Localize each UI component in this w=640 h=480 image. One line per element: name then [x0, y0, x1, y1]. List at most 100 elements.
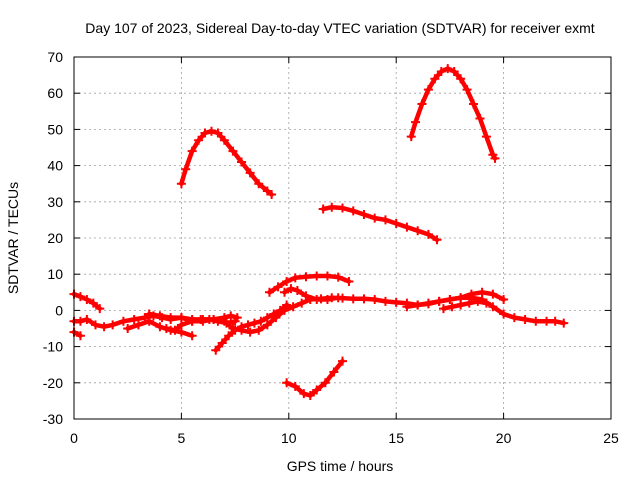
series-arc9: [69, 327, 85, 341]
data-point: [348, 206, 358, 216]
series-trace: [320, 204, 440, 243]
data-point: [411, 117, 421, 127]
x-axis-label: GPS time / hours: [287, 458, 394, 474]
data-point: [269, 309, 279, 319]
y-tick-label: 60: [47, 85, 63, 101]
series-arc8: [69, 293, 569, 337]
data-point: [473, 296, 483, 306]
data-point: [344, 276, 354, 286]
data-point: [520, 314, 530, 324]
data-point: [402, 222, 412, 232]
data-point: [481, 298, 491, 308]
data-point: [434, 296, 444, 306]
data-point: [95, 304, 105, 314]
data-point: [230, 316, 240, 326]
data-point: [176, 320, 186, 330]
data-point: [488, 302, 498, 312]
data-point: [445, 295, 455, 305]
data-point: [187, 316, 197, 326]
series-arc15: [438, 296, 491, 314]
data-point: [301, 272, 311, 282]
x-tick-label: 10: [281, 430, 297, 446]
y-tick-labels: -30 -20 -10 0 10 20 30 40 50 60 70: [43, 49, 63, 427]
data-point: [267, 190, 277, 200]
data-point: [187, 331, 197, 341]
data-point: [196, 314, 206, 324]
x-tick-labels: 0 5 10 15 20 25: [70, 430, 619, 446]
data-point: [88, 298, 98, 308]
data-point: [237, 157, 247, 167]
data-point: [380, 296, 390, 306]
data-point: [327, 293, 337, 303]
data-point: [338, 203, 347, 213]
y-tick-label: -10: [43, 339, 63, 355]
x-tick-label: 5: [178, 430, 186, 446]
data-point: [316, 294, 326, 304]
y-tick-label: 30: [47, 194, 63, 210]
data-point: [430, 74, 440, 84]
data-point: [391, 219, 401, 229]
data-point: [170, 325, 180, 335]
data-point: [550, 316, 560, 326]
data-point: [200, 128, 210, 138]
data-point: [290, 273, 300, 283]
data-point: [262, 313, 272, 323]
data-point: [155, 311, 165, 321]
data-point: [217, 338, 227, 348]
x-tick-label: 25: [603, 430, 619, 446]
data-point: [226, 311, 236, 321]
data-point: [264, 287, 274, 297]
x-tick-label: 15: [388, 430, 404, 446]
data-point: [462, 85, 472, 95]
data-point: [320, 378, 330, 388]
y-tick-label: -20: [43, 375, 63, 391]
data-point: [282, 378, 292, 388]
data-point: [181, 164, 191, 174]
series-arc6: [264, 271, 354, 297]
data-point: [243, 320, 253, 330]
x-tick-label: 20: [496, 430, 512, 446]
data-points: [69, 64, 569, 400]
data-point: [82, 295, 92, 305]
data-point: [490, 153, 500, 163]
x-tick-label: 0: [70, 430, 78, 446]
data-point: [228, 146, 238, 156]
data-point: [370, 295, 380, 305]
data-point: [312, 271, 322, 281]
data-point: [466, 289, 476, 299]
data-point: [99, 322, 109, 332]
data-point: [123, 324, 133, 333]
data-point: [222, 318, 232, 328]
data-point: [423, 298, 433, 308]
data-point: [327, 202, 337, 212]
data-point: [280, 287, 290, 297]
data-point: [481, 132, 491, 142]
y-tick-label: 0: [55, 302, 63, 318]
data-point: [370, 213, 380, 223]
series-arc5: [69, 289, 105, 314]
data-point: [475, 114, 485, 124]
data-point: [542, 316, 552, 326]
data-point: [187, 146, 197, 156]
data-point: [391, 297, 401, 307]
data-point: [456, 300, 466, 310]
data-point: [224, 331, 234, 341]
data-point: [237, 322, 247, 332]
series-arc3: [318, 202, 442, 245]
data-point: [75, 292, 85, 302]
data-point: [282, 300, 292, 310]
data-point: [312, 385, 322, 395]
data-point: [194, 135, 204, 145]
data-point: [297, 298, 307, 308]
series-arc1: [176, 126, 277, 200]
data-point: [456, 74, 466, 84]
data-point: [423, 85, 433, 95]
data-point: [413, 300, 423, 310]
data-point: [423, 229, 433, 239]
tick-marks: [73, 56, 612, 420]
data-point: [204, 314, 214, 324]
grid-lines: [74, 57, 611, 419]
data-point: [82, 314, 92, 324]
data-point: [129, 314, 139, 324]
data-point: [118, 316, 128, 326]
